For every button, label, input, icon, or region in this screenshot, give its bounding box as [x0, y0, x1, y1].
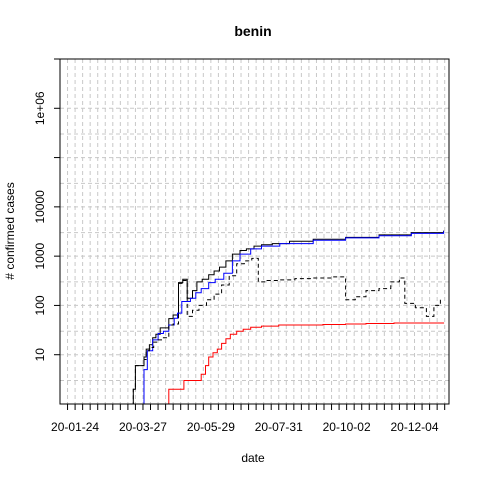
y-tick-label: 100: [33, 295, 47, 315]
x-axis-label: date: [241, 451, 265, 465]
axes: 20-01-24 20-03-27 20-05-29 20-07-31 20-10-02…: [33, 59, 445, 434]
y-tick-label: 10000: [33, 190, 47, 224]
y-tick-label: 1e+06: [33, 91, 47, 125]
plot-frame: [60, 59, 449, 404]
x-tick-label: 20-01-24: [51, 420, 99, 434]
series-line-4: [154, 323, 444, 405]
y-tick-label: 1000: [33, 242, 47, 269]
y-tick-label: 10: [33, 348, 47, 362]
x-tick-label: 20-10-02: [323, 420, 371, 434]
grid: [60, 59, 449, 404]
chart-title: benin: [234, 23, 271, 39]
x-tick-label: 20-07-31: [255, 420, 303, 434]
x-tick-label: 20-12-04: [390, 420, 438, 434]
y-axis-label: # confirmed cases: [3, 182, 17, 279]
x-tick-label: 20-05-29: [187, 420, 235, 434]
series-line-2: [142, 231, 444, 404]
x-tick-label: 20-03-27: [119, 420, 167, 434]
